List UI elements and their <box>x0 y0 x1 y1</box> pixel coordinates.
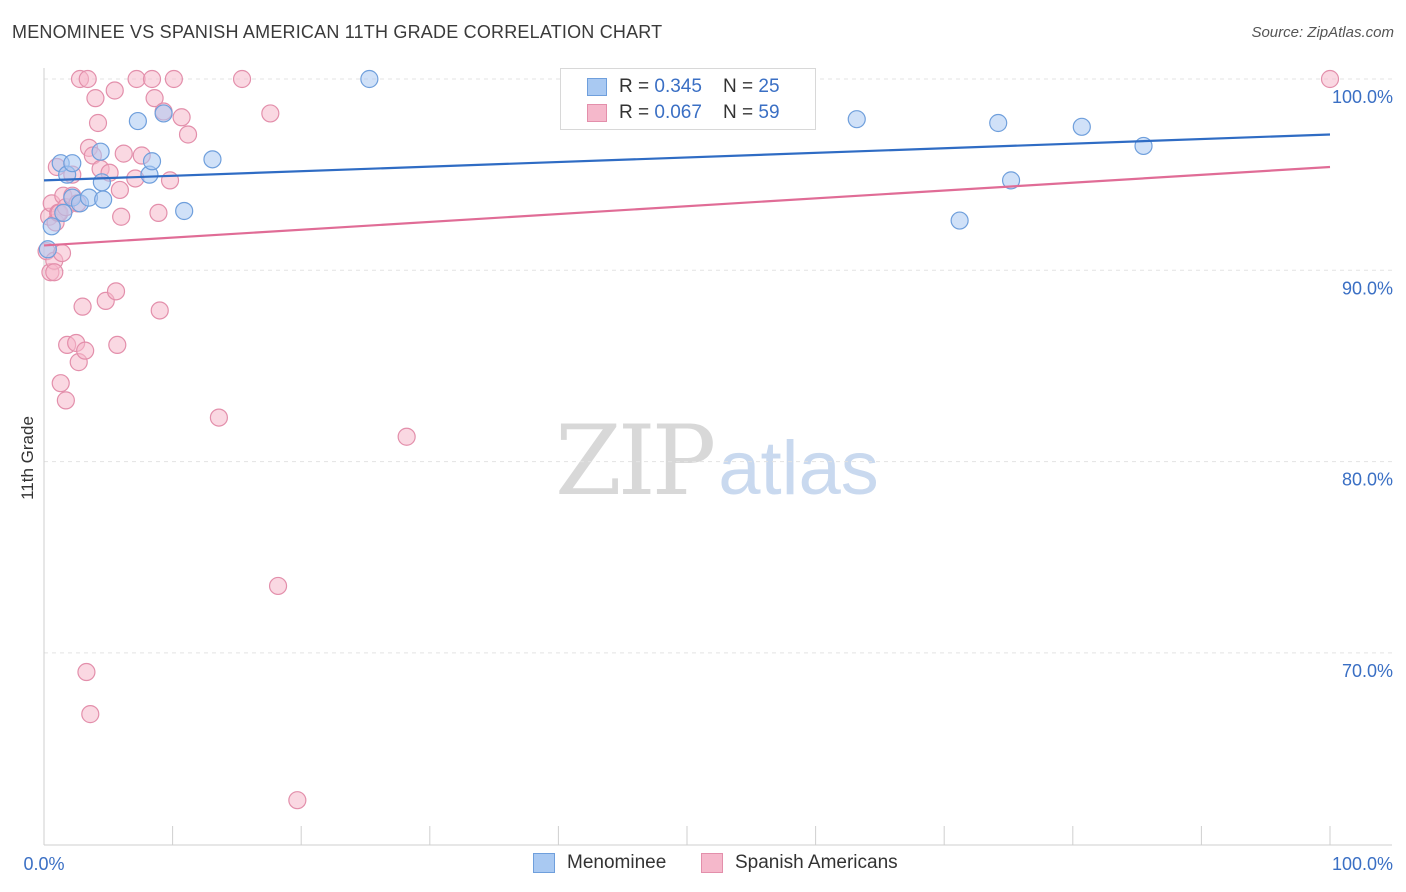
spanish-americans-point <box>145 89 164 108</box>
menominee-point <box>38 240 57 259</box>
spanish-americans-point <box>106 282 126 301</box>
n-value: 59 <box>758 102 780 123</box>
spanish-americans-point <box>261 104 280 123</box>
spanish-americans-point <box>164 69 183 89</box>
spanish-americans-points <box>37 69 1340 810</box>
spanish-americans-point <box>127 69 146 89</box>
menominee-legend-swatch <box>533 853 555 873</box>
stats-text: R = 0.067 N = 59 <box>619 102 780 124</box>
menominee-point <box>42 217 61 236</box>
menominee-point <box>94 190 113 209</box>
spanish-americans-point <box>73 297 92 316</box>
tick-labels: 100.0% 90.0% 80.0% 70.0% 0.0% 100.0% <box>23 87 1393 874</box>
r-value: 0.345 <box>654 76 702 97</box>
spanish-americans-point <box>397 427 416 446</box>
spanish-americans-point <box>88 113 108 133</box>
spanish-legend-swatch <box>701 853 723 873</box>
stats-legend: R = 0.345 N = 25 R = 0.067 N = 59 <box>560 68 816 130</box>
spanish-americans-trend-line <box>43 165 1331 247</box>
menominee-point <box>92 173 111 192</box>
legend-label: Menominee <box>567 852 667 873</box>
r-label: R = <box>619 76 655 97</box>
spanish-americans-point <box>209 408 228 427</box>
spanish-americans-point <box>76 341 95 360</box>
spanish-americans-point <box>105 81 124 100</box>
spanish-americans-point <box>78 69 97 89</box>
axes <box>43 68 1392 846</box>
menominee-point <box>142 152 162 171</box>
menominee-swatch <box>587 78 607 96</box>
menominee-point <box>950 211 969 230</box>
r-value: 0.067 <box>654 102 702 123</box>
r-label: R = <box>619 102 655 123</box>
spanish-americans-point <box>1320 69 1340 89</box>
spanish-swatch <box>587 104 607 122</box>
spanish-americans-point <box>268 576 288 596</box>
spanish-americans-point <box>108 335 127 355</box>
spanish-americans-point <box>112 207 131 226</box>
spanish-americans-point <box>77 662 96 682</box>
spanish-americans-point <box>81 705 100 724</box>
y-tick-label: 70.0% <box>1342 661 1393 681</box>
trend-lines <box>43 133 1331 247</box>
spanish-americans-point <box>51 374 70 393</box>
n-label: N = <box>723 76 759 97</box>
spanish-americans-point <box>142 69 162 89</box>
x-tick-label: 100.0% <box>1332 854 1393 874</box>
n-label: N = <box>723 102 759 123</box>
spanish-americans-point <box>56 391 75 410</box>
menominee-point <box>128 111 147 131</box>
menominee-point <box>154 104 173 123</box>
y-tick-label: 90.0% <box>1342 278 1393 298</box>
menominee-point <box>175 201 194 221</box>
spanish-americans-point <box>232 69 252 89</box>
y-tick-label: 80.0% <box>1342 470 1393 490</box>
spanish-americans-point <box>110 180 129 200</box>
spanish-americans-point <box>86 89 105 108</box>
y-tick-label: 100.0% <box>1332 87 1393 107</box>
menominee-point <box>54 203 73 223</box>
menominee-trend-line <box>43 133 1331 182</box>
chart-title: MENOMINEE VS SPANISH AMERICAN 11TH GRADE… <box>12 22 663 42</box>
spanish-americans-point <box>178 125 198 144</box>
menominee-point <box>203 150 222 169</box>
spanish-americans-point <box>114 144 133 163</box>
stats-text: R = 0.345 N = 25 <box>619 76 780 98</box>
menominee-point <box>1072 117 1091 136</box>
x-tick-label: 0.0% <box>23 854 64 874</box>
spanish-americans-point <box>150 301 169 320</box>
spanish-americans-point <box>288 791 307 810</box>
menominee-point <box>63 154 82 173</box>
legend-label: Spanish Americans <box>735 852 898 873</box>
menominee-point <box>847 110 866 129</box>
spanish-americans-point <box>149 203 168 223</box>
menominee-point <box>360 69 379 89</box>
spanish-americans-point <box>160 171 180 190</box>
source-label: Source: ZipAtlas.com <box>1251 24 1394 41</box>
spanish-americans-point <box>172 108 191 127</box>
menominee-point <box>1001 171 1021 190</box>
n-value: 25 <box>758 76 780 97</box>
series-legend: Menominee Spanish Americans <box>0 852 1406 878</box>
menominee-point <box>91 142 110 161</box>
grid-lines <box>44 78 1392 654</box>
spanish-americans-point <box>45 263 64 282</box>
menominee-point <box>989 113 1008 133</box>
